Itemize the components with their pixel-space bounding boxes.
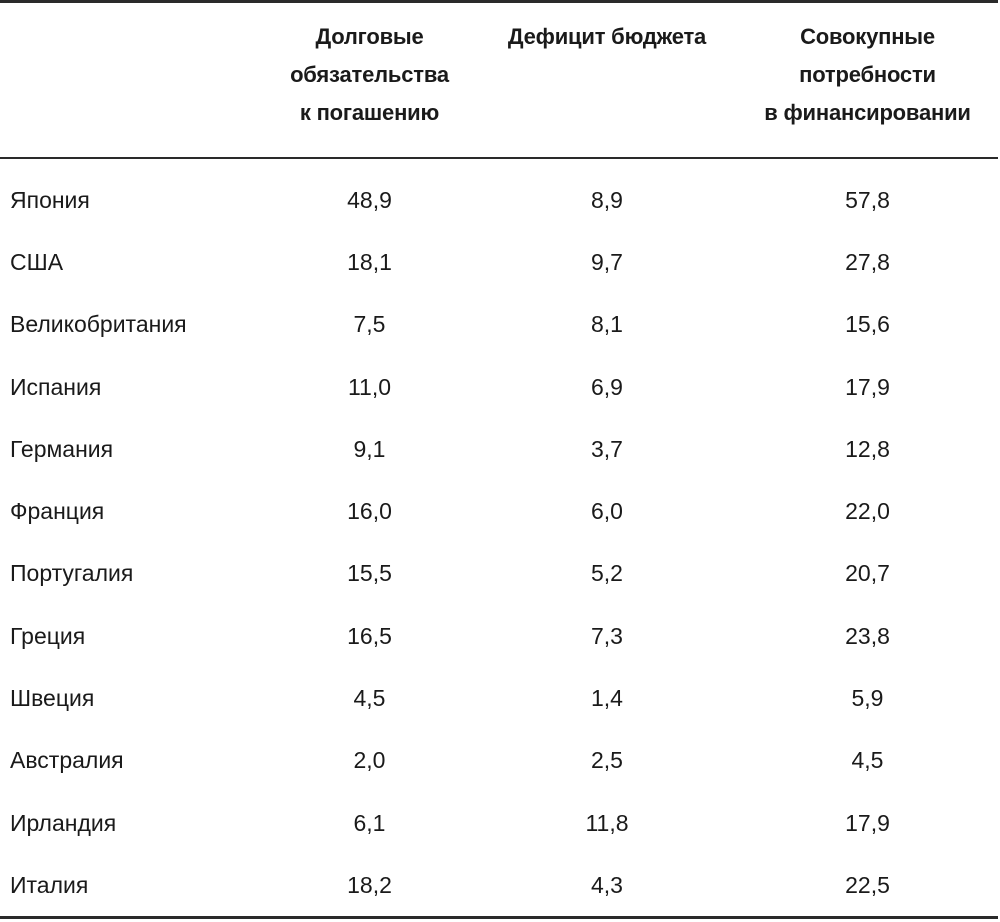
country-cell: Австралия (10, 747, 124, 774)
debt-maturities-cell: 15,5 (347, 560, 392, 587)
header-budget-deficit: Дефицит бюджета (477, 0, 737, 157)
country-cell: Швеция (10, 685, 95, 712)
budget-deficit-cell: 11,8 (585, 809, 629, 836)
table-row: Греция 16,5 7,3 23,8 (0, 605, 998, 667)
debt-maturities-cell: 6,1 (353, 809, 386, 836)
country-cell: Япония (10, 186, 90, 213)
table-bottom-rule (0, 916, 998, 919)
total-financing-cell: 15,6 (845, 311, 890, 338)
table-row: США 18,1 9,7 27,8 (0, 231, 998, 293)
table-row: Испания 11,0 6,9 17,9 (0, 356, 998, 418)
header-debt-line-2: обязательства (290, 62, 449, 87)
table-header-row: Долговые обязательства к погашению Дефиц… (0, 0, 998, 157)
country-cell: Франция (10, 498, 105, 525)
header-total-financing: Совокупные потребности в финансировании (737, 0, 998, 157)
country-cell: Великобритания (10, 311, 187, 338)
budget-deficit-cell: 1,4 (591, 685, 623, 712)
total-financing-cell: 17,9 (845, 809, 890, 836)
table-row: Австралия 2,0 2,5 4,5 (0, 730, 998, 792)
table-row: Португалия 15,5 5,2 20,7 (0, 543, 998, 605)
debt-maturities-cell: 48,9 (347, 186, 392, 213)
debt-maturities-cell: 4,5 (353, 685, 386, 712)
debt-maturities-cell: 2,0 (353, 747, 386, 774)
debt-maturities-cell: 18,2 (347, 871, 392, 898)
budget-deficit-cell: 3,7 (591, 435, 623, 462)
header-debt-maturities: Долговые обязательства к погашению (262, 0, 477, 157)
table-row: Великобритания 7,5 8,1 15,6 (0, 294, 998, 356)
table-row: Швеция 4,5 1,4 5,9 (0, 667, 998, 729)
country-cell: Португалия (10, 560, 134, 587)
country-cell: Германия (10, 435, 114, 462)
debt-maturities-cell: 7,5 (353, 311, 386, 338)
budget-deficit-cell: 9,7 (591, 248, 623, 275)
total-financing-cell: 17,9 (845, 373, 890, 400)
total-financing-cell: 4,5 (851, 747, 884, 774)
header-total-line-1: Совокупные (800, 24, 935, 49)
country-cell: США (10, 248, 64, 275)
header-country (0, 0, 262, 157)
header-total-line-2: потребности (799, 62, 936, 87)
country-cell: Италия (10, 871, 89, 898)
debt-maturities-cell: 9,1 (353, 435, 386, 462)
total-financing-cell: 12,8 (845, 435, 890, 462)
budget-deficit-cell: 6,0 (591, 498, 623, 525)
table-top-rule (0, 0, 998, 3)
budget-deficit-cell: 2,5 (591, 747, 623, 774)
debt-maturities-cell: 16,5 (347, 622, 392, 649)
header-debt-line-3: к погашению (299, 100, 440, 125)
country-cell: Испания (10, 373, 102, 400)
header-total-line-3: в финансировании (764, 100, 971, 125)
table-header-rule (0, 157, 998, 159)
table-row: Япония 48,9 8,9 57,8 (0, 157, 998, 231)
total-financing-cell: 23,8 (845, 622, 890, 649)
debt-maturities-cell: 16,0 (347, 498, 392, 525)
table-body: Япония 48,9 8,9 57,8 США 18,1 9,7 27,8 Великобри… (0, 157, 998, 917)
debt-maturities-cell: 18,1 (347, 248, 392, 275)
total-financing-cell: 22,0 (845, 498, 890, 525)
debt-maturities-cell: 11,0 (347, 373, 392, 400)
budget-deficit-cell: 7,3 (591, 622, 623, 649)
total-financing-cell: 57,8 (845, 186, 890, 213)
budget-deficit-cell: 6,9 (591, 373, 623, 400)
budget-deficit-cell: 8,1 (591, 311, 623, 338)
table-row: Франция 16,0 6,0 22,0 (0, 480, 998, 542)
budget-deficit-cell: 4,3 (591, 871, 623, 898)
budget-deficit-cell: 5,2 (591, 560, 623, 587)
table-row: Италия 18,2 4,3 22,5 (0, 854, 998, 916)
country-cell: Греция (10, 622, 86, 649)
country-cell: Ирландия (10, 809, 117, 836)
total-financing-cell: 20,7 (845, 560, 890, 587)
total-financing-cell: 5,9 (851, 685, 884, 712)
budget-deficit-cell: 8,9 (591, 186, 623, 213)
table-row: Ирландия 6,1 11,8 17,9 (0, 792, 998, 854)
total-financing-cell: 27,8 (845, 248, 890, 275)
total-financing-cell: 22,5 (845, 871, 890, 898)
header-debt-line-1: Долговые (315, 24, 424, 49)
table-row: Германия 9,1 3,7 12,8 (0, 418, 998, 480)
header-deficit-line-1: Дефицит бюджета (507, 24, 707, 49)
